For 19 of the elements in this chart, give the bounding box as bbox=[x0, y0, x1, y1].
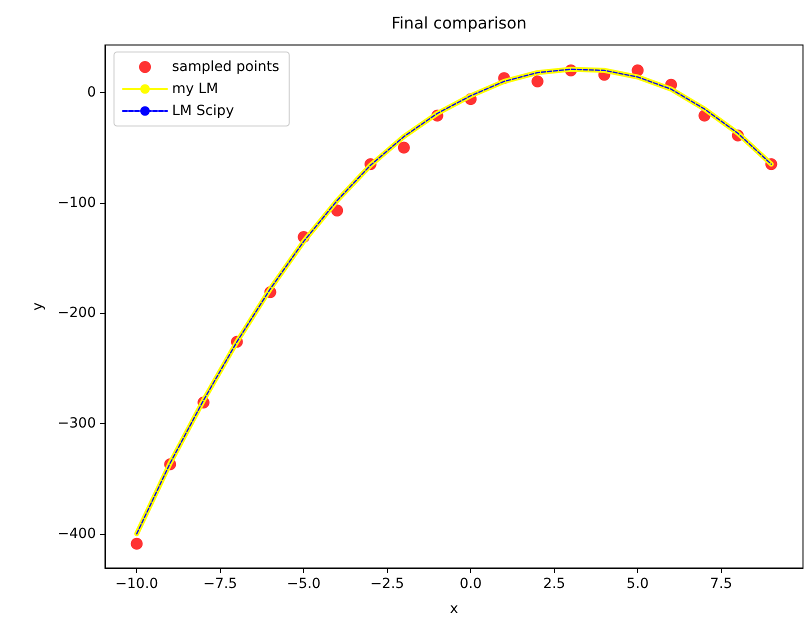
x-tick-label: −5.0 bbox=[286, 576, 321, 592]
y-tick-label: −200 bbox=[58, 305, 96, 322]
legend-label: LM Scipy bbox=[172, 103, 234, 119]
legend-label: sampled points bbox=[172, 59, 280, 75]
y-tick-label: 0 bbox=[87, 84, 96, 100]
legend-label: my LM bbox=[172, 81, 218, 97]
x-tick-label: 2.5 bbox=[543, 576, 566, 592]
x-tick-label: 0.0 bbox=[460, 576, 482, 592]
y-axis-title: y bbox=[30, 302, 46, 311]
x-axis-title: x bbox=[450, 601, 458, 617]
x-tick-label: −7.5 bbox=[203, 576, 238, 592]
y-tick-label: −400 bbox=[58, 526, 96, 542]
x-tick-label: 5.0 bbox=[626, 576, 649, 592]
x-tick-label: −2.5 bbox=[370, 576, 404, 592]
y-tick-label: −300 bbox=[58, 415, 96, 432]
x-tick-label: 7.5 bbox=[710, 576, 732, 592]
y-tick-label: −100 bbox=[58, 194, 96, 211]
chart-title: Final comparison bbox=[391, 14, 527, 32]
x-tick-label: −10.0 bbox=[115, 576, 158, 592]
